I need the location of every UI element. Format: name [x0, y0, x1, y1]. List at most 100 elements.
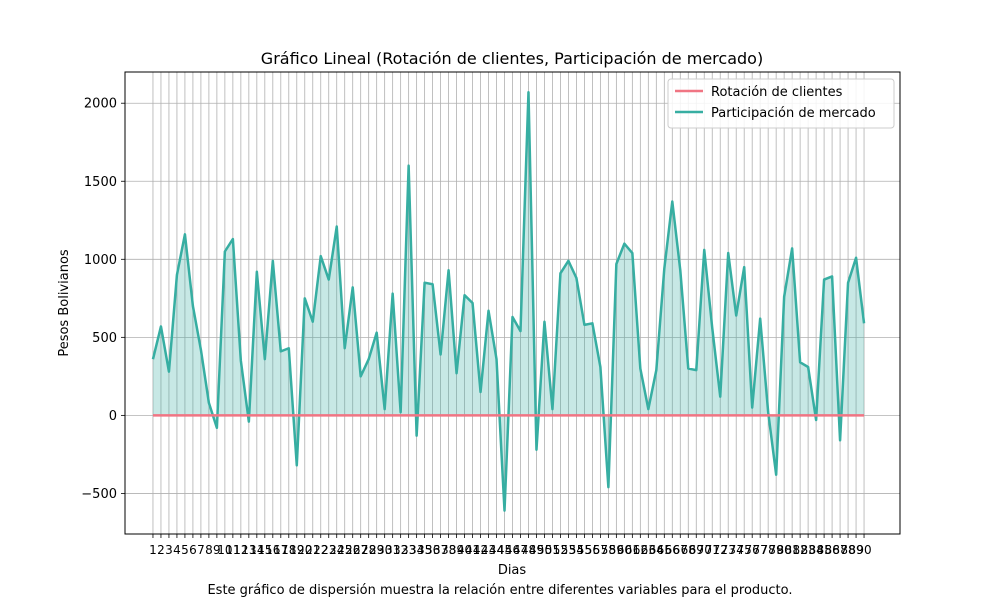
line-chart: 1 2 3 4 5 6 7 8 91011121314151617181920212223242…	[57, 49, 901, 578]
x-tick-label: 27	[353, 543, 368, 557]
x-tick-label: 3	[165, 543, 173, 557]
x-tick-label: 7	[197, 543, 205, 557]
x-tick-label: 12	[233, 543, 248, 557]
x-tick-label: 42	[473, 543, 488, 557]
legend: Rotación de clientes Participación de me…	[667, 78, 895, 129]
x-tick-label: 11	[225, 543, 240, 557]
x-tick-label: 60	[617, 543, 632, 557]
x-tick-label: 4	[173, 543, 181, 557]
x-tick-label: 26	[345, 543, 360, 557]
chart-caption: Este gráfico de dispersión muestra la re…	[207, 583, 793, 598]
x-tick-label: 51	[545, 543, 560, 557]
x-tick-label: 15	[257, 543, 272, 557]
legend-label-participacion: Participación de mercado	[711, 106, 876, 121]
x-tick-label: 6	[189, 543, 197, 557]
x-tick-label: 62	[633, 543, 648, 557]
x-tick-label: 41	[465, 543, 480, 557]
x-tick-label: 86	[824, 543, 839, 557]
x-tick-label: 45	[497, 543, 512, 557]
x-tick-label: 58	[601, 543, 616, 557]
x-tick-label: 5	[181, 543, 189, 557]
x-tick-label: 63	[641, 543, 656, 557]
x-tick-label: 81	[784, 543, 799, 557]
x-tick-label: 61	[625, 543, 640, 557]
x-tick-label: 75	[737, 543, 752, 557]
x-tick-label: 39	[449, 543, 464, 557]
y-axis-label: Pesos Bolivianos	[57, 249, 72, 357]
x-tick-label: 43	[481, 543, 496, 557]
x-tick-label: 50	[537, 543, 552, 557]
y-tick-label: 500	[92, 331, 117, 346]
x-tick-label: 74	[729, 543, 744, 557]
series-lines	[151, 91, 866, 512]
x-tick-label: 90	[856, 543, 871, 557]
x-tick-label: 70	[697, 543, 712, 557]
x-tick-label: 35	[417, 543, 432, 557]
x-tick-label: 13	[241, 543, 256, 557]
y-tick-label: 1500	[84, 175, 117, 190]
x-tick-label: 9	[213, 543, 221, 557]
x-tick-label: 55	[577, 543, 592, 557]
x-tick-label: 73	[721, 543, 736, 557]
area-fill-1	[152, 92, 865, 511]
legend-label-rotacion: Rotación de clientes	[711, 85, 843, 100]
x-tick-label: 65	[657, 543, 672, 557]
legend-box	[667, 78, 895, 129]
x-tick-label: 53	[561, 543, 576, 557]
x-tick-label: 37	[433, 543, 448, 557]
x-tick-label: 76	[745, 543, 760, 557]
x-tick-label: 44	[489, 543, 504, 557]
x-tick-label: 28	[361, 543, 376, 557]
x-tick-label: 56	[585, 543, 600, 557]
x-tick-label: 17	[273, 543, 288, 557]
x-tick-label: 80	[777, 543, 792, 557]
x-axis-ticks: 1 2 3 4 5 6 7 8 91011121314151617181920212223242…	[149, 534, 872, 557]
x-tick-label: 1	[149, 543, 157, 557]
x-tick-label: 68	[681, 543, 696, 557]
x-tick-label: 34	[409, 543, 424, 557]
x-tick-label: 16	[265, 543, 280, 557]
x-tick-label: 54	[569, 543, 584, 557]
x-tick-label: 14	[249, 543, 264, 557]
x-tick-label: 20	[297, 543, 312, 557]
x-tick-label: 30	[377, 543, 392, 557]
x-tick-label: 23	[321, 543, 336, 557]
y-tick-label: 0	[109, 409, 117, 424]
x-axis-label: Dias	[498, 563, 527, 578]
x-tick-label: 52	[553, 543, 568, 557]
x-tick-label: 38	[441, 543, 456, 557]
x-tick-label: 47	[513, 543, 528, 557]
x-tick-label: 85	[816, 543, 831, 557]
x-tick-label: 72	[713, 543, 728, 557]
x-tick-label: 31	[385, 543, 400, 557]
x-tick-label: 64	[649, 543, 664, 557]
x-tick-label: 46	[505, 543, 520, 557]
x-tick-label: 33	[401, 543, 416, 557]
x-tick-label: 10	[217, 543, 232, 557]
x-tick-label: 40	[457, 543, 472, 557]
x-tick-label: 84	[808, 543, 823, 557]
x-tick-label: 49	[529, 543, 544, 557]
y-tick-label: 2000	[84, 97, 117, 112]
x-tick-label: 59	[609, 543, 624, 557]
x-tick-label: 87	[832, 543, 847, 557]
x-tick-label: 57	[593, 543, 608, 557]
x-tick-label: 2	[157, 543, 165, 557]
x-tick-label: 22	[313, 543, 328, 557]
x-tick-label: 67	[673, 543, 688, 557]
x-tick-label: 89	[848, 543, 863, 557]
x-tick-label: 78	[761, 543, 776, 557]
x-tick-label: 18	[281, 543, 296, 557]
x-tick-label: 79	[769, 543, 784, 557]
chart-title: Gráfico Lineal (Rotación de clientes, Pa…	[261, 49, 763, 68]
x-tick-label: 82	[792, 543, 807, 557]
x-tick-label: 29	[369, 543, 384, 557]
x-tick-label: 71	[705, 543, 720, 557]
x-tick-label: 83	[800, 543, 815, 557]
y-tick-label: −500	[81, 487, 117, 502]
x-tick-label: 48	[521, 543, 536, 557]
y-axis-ticks: −500 0 500 1000 1500 2000	[81, 97, 125, 502]
x-tick-label: 69	[689, 543, 704, 557]
x-tick-label: 32	[393, 543, 408, 557]
x-tick-label: 77	[753, 543, 768, 557]
